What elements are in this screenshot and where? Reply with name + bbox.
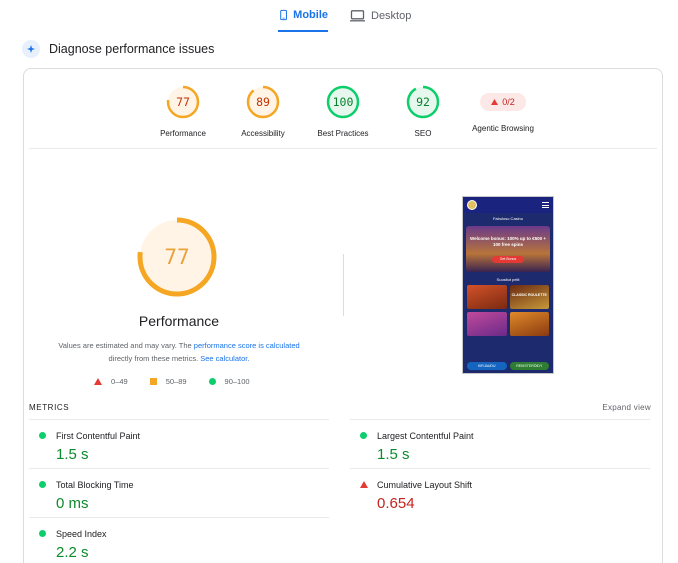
legend-range: 90–100 bbox=[224, 377, 250, 386]
gauge-label: Best Practices bbox=[317, 129, 369, 138]
score-note: Values are estimated and may vary. The p… bbox=[44, 339, 314, 365]
metrics-left-column: First Contentful Paint 1.5 s Total Block… bbox=[29, 419, 329, 563]
legend-average: 50–89 bbox=[149, 377, 187, 386]
fail-triangle-icon bbox=[360, 481, 368, 488]
legend-pass: 90–100 bbox=[208, 377, 250, 386]
category-gauges: 77 Performance 89 Accessibility 100 Best… bbox=[24, 85, 664, 149]
metric-first-contentful-paint: First Contentful Paint 1.5 s bbox=[29, 419, 329, 468]
device-tabs: Mobile Desktop bbox=[0, 0, 678, 34]
game-thumbnail bbox=[467, 312, 507, 336]
gauge-score: 0/2 bbox=[502, 97, 515, 107]
pass-circle-icon bbox=[39, 530, 46, 537]
gauge-label: Accessibility bbox=[241, 129, 285, 138]
desktop-monitor-icon bbox=[350, 10, 365, 22]
metric-speed-index: Speed Index 2.2 s bbox=[29, 517, 329, 563]
metric-largest-contentful-paint: Largest Contentful Paint 1.5 s bbox=[350, 419, 650, 468]
metric-name: First Contentful Paint bbox=[56, 431, 141, 441]
metric-cumulative-layout-shift: Cumulative Layout Shift 0.654 bbox=[350, 468, 650, 517]
gauge-label: Performance bbox=[160, 129, 206, 138]
triangle-icon bbox=[94, 378, 102, 385]
fail-badge: 0/2 bbox=[480, 93, 526, 111]
gauge-accessibility[interactable]: 89 Accessibility bbox=[213, 85, 313, 138]
pass-circle-icon bbox=[360, 432, 367, 439]
circle-icon bbox=[208, 378, 216, 385]
warning-triangle-icon bbox=[491, 99, 499, 105]
metric-value: 0 ms bbox=[56, 495, 89, 512]
screenshot-actions: KIRJAUDU REKISTERÖIDY bbox=[467, 362, 549, 370]
tab-mobile[interactable]: Mobile bbox=[278, 0, 328, 32]
tab-desktop[interactable]: Desktop bbox=[350, 0, 411, 32]
see-calculator-link[interactable]: See calculator. bbox=[200, 354, 250, 363]
metric-name: Total Blocking Time bbox=[56, 480, 134, 490]
gauge-performance[interactable]: 77 Performance bbox=[133, 85, 233, 138]
gauge-score: 89 bbox=[256, 95, 270, 109]
metric-name: Cumulative Layout Shift bbox=[377, 480, 473, 490]
final-screenshot[interactable]: Fabuloso Casino Welcome bonus: 100% up t… bbox=[462, 196, 554, 374]
page-title: Diagnose performance issues bbox=[49, 42, 215, 56]
vertical-divider bbox=[343, 254, 344, 316]
score-legend: 0–49 50–89 90–100 bbox=[94, 377, 250, 386]
report-card: 77 Performance 89 Accessibility 100 Best… bbox=[23, 68, 663, 563]
gauge-best-practices[interactable]: 100 Best Practices bbox=[293, 85, 393, 138]
site-logo-icon bbox=[467, 200, 477, 210]
tab-mobile-label: Mobile bbox=[293, 9, 328, 21]
gauge-seo[interactable]: 92 SEO bbox=[373, 85, 473, 138]
legend-range: 0–49 bbox=[111, 377, 128, 386]
screenshot-hero: Welcome bonus: 100% up to €500 + 100 fre… bbox=[466, 226, 550, 272]
metric-value: 2.2 s bbox=[56, 544, 89, 561]
metric-value: 1.5 s bbox=[56, 446, 89, 463]
performance-title: Performance bbox=[138, 313, 220, 329]
game-thumbnail: CLASSIC ROULETTE bbox=[509, 285, 549, 309]
game-thumbnail bbox=[467, 285, 507, 309]
screenshot-section: Suositut pelit bbox=[496, 277, 520, 282]
screenshot-header bbox=[463, 197, 553, 213]
tab-desktop-label: Desktop bbox=[371, 10, 412, 22]
pass-circle-icon bbox=[39, 481, 46, 488]
metrics-right-column: Largest Contentful Paint 1.5 s Cumulativ… bbox=[350, 419, 650, 517]
gauge-score: 77 bbox=[176, 95, 190, 109]
metrics-heading: METRICS bbox=[29, 403, 70, 412]
metric-value: 1.5 s bbox=[377, 446, 410, 463]
square-icon bbox=[149, 378, 157, 385]
screenshot-login: KIRJAUDU bbox=[467, 362, 507, 370]
note-text: Values are estimated and may vary. The bbox=[58, 341, 194, 350]
metric-total-blocking-time: Total Blocking Time 0 ms bbox=[29, 468, 329, 517]
expand-view-toggle[interactable]: Expand view bbox=[602, 403, 651, 412]
screenshot-cta: Get Bonus bbox=[492, 256, 524, 263]
diagnose-icon bbox=[22, 40, 40, 58]
screenshot-games: CLASSIC ROULETTE bbox=[467, 285, 549, 336]
diagnose-header: Diagnose performance issues bbox=[22, 40, 214, 58]
metric-value: 0.654 bbox=[377, 495, 415, 512]
legend-range: 50–89 bbox=[165, 377, 187, 386]
gauge-label: SEO bbox=[414, 129, 432, 138]
gauge-label: Agentic Browsing bbox=[472, 124, 534, 133]
metric-name: Speed Index bbox=[56, 529, 107, 539]
gauge-score: 92 bbox=[416, 95, 430, 109]
screenshot-promo: Welcome bonus: 100% up to €500 + 100 fre… bbox=[469, 236, 547, 247]
game-thumbnail bbox=[509, 312, 549, 336]
performance-gauge-large: 77 bbox=[134, 214, 220, 300]
legend-fail: 0–49 bbox=[94, 377, 128, 386]
performance-score: 77 bbox=[164, 245, 190, 269]
score-calculated-link[interactable]: performance score is calculated bbox=[193, 341, 300, 350]
gauge-agentic-browsing[interactable]: 0/2 Agentic Browsing bbox=[453, 85, 553, 133]
note-text: directly from these metrics. bbox=[108, 354, 201, 363]
screenshot-register: REKISTERÖIDY bbox=[509, 362, 549, 370]
mobile-phone-icon bbox=[280, 9, 287, 21]
divider bbox=[29, 148, 657, 149]
menu-icon bbox=[542, 202, 549, 208]
gauge-score: 100 bbox=[332, 95, 354, 109]
pass-circle-icon bbox=[39, 432, 46, 439]
screenshot-site-title: Fabuloso Casino bbox=[492, 216, 524, 221]
metric-name: Largest Contentful Paint bbox=[377, 431, 474, 441]
